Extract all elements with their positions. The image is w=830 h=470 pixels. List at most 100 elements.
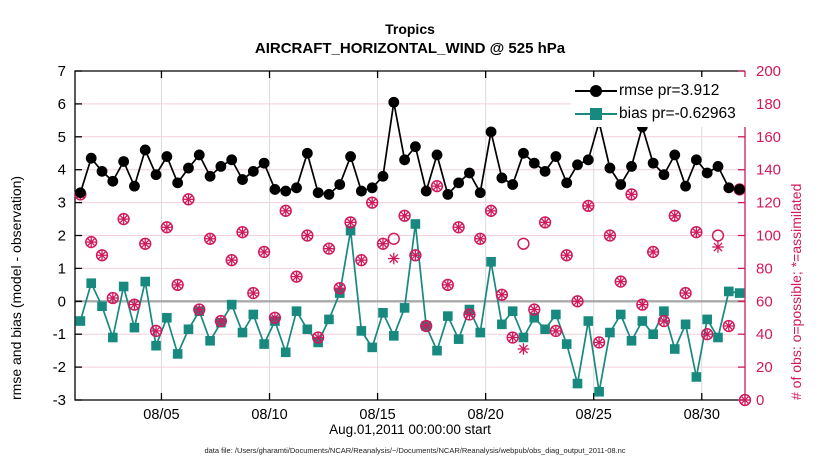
bias-marker — [302, 324, 313, 335]
asterisk-arm — [108, 293, 118, 303]
asterisk-arm — [648, 247, 658, 257]
bias-marker — [734, 288, 745, 298]
asterisk-arm — [86, 237, 96, 247]
obs-assimilated-marker — [150, 325, 162, 337]
left-tick-label: -1 — [53, 326, 66, 343]
asterisk-arm — [173, 280, 183, 290]
left-tick-label: 2 — [58, 228, 66, 245]
asterisk-arm — [464, 309, 474, 320]
rmse-marker — [528, 157, 540, 169]
rmse-legend-marker — [575, 84, 617, 98]
asterisk-arm — [562, 250, 572, 260]
left-tick-label: 5 — [58, 129, 66, 146]
right-tick-label: 60 — [756, 293, 773, 310]
bias-marker — [540, 324, 550, 335]
rmse-marker — [399, 154, 410, 166]
right-tick-label: 200 — [756, 63, 781, 80]
asterisk-arm — [227, 255, 237, 265]
bias-marker — [399, 303, 410, 313]
obs-assimilated-marker — [323, 242, 335, 255]
asterisk-arm — [713, 242, 723, 252]
obs-assimilated-marker — [193, 303, 206, 316]
left-tick-label: 7 — [58, 63, 66, 80]
right-tick-label: 20 — [756, 359, 773, 376]
asterisk-arm — [367, 198, 377, 208]
legend-item-rmse: rmse pr=3.912 — [575, 79, 747, 102]
rmse-marker — [237, 174, 248, 185]
bias-marker — [583, 316, 594, 326]
obs-assimilated-marker — [387, 252, 400, 265]
asterisk-arm — [432, 181, 442, 191]
bias-marker — [551, 309, 561, 320]
asterisk-arm — [443, 280, 453, 290]
asterisk-arm — [356, 255, 366, 265]
bias-marker — [615, 309, 626, 320]
obs-assimilated-marker — [85, 236, 98, 248]
bias-marker — [367, 342, 377, 353]
asterisk-arm — [389, 253, 399, 264]
obs-assimilated-marker — [539, 216, 551, 229]
rmse-marker — [161, 151, 173, 162]
obs-assimilated-marker — [690, 226, 703, 239]
rmse-marker — [485, 126, 497, 138]
asterisk-arm — [691, 227, 701, 237]
bias-marker — [345, 225, 356, 236]
asterisk-arm — [119, 214, 129, 224]
obs-assimilated-marker — [474, 232, 487, 245]
chart-title: AIRCRAFT_HORIZONTAL_WIND @ 525 hPa — [254, 40, 566, 57]
bias-marker — [572, 378, 583, 389]
obs-assimilated-marker — [236, 226, 249, 239]
obs-assimilated-marker — [377, 237, 389, 250]
asterisk-arm — [335, 283, 345, 293]
obs-assimilated-marker — [420, 320, 433, 332]
rmse-marker — [85, 152, 97, 164]
obs-assimilated-marker — [647, 246, 659, 258]
rmse-marker — [291, 182, 302, 194]
asterisk-arm — [540, 217, 550, 227]
bias-marker — [475, 327, 486, 338]
asterisk-arm — [346, 217, 356, 227]
right-y-axis-label: # of obs: o=possible; *=assimilated — [788, 183, 804, 400]
bias-marker — [486, 257, 496, 267]
rmse-marker — [647, 157, 659, 169]
obs-assimilated-marker — [496, 288, 508, 301]
asterisk-arm — [637, 300, 647, 310]
rmse-marker — [301, 147, 313, 159]
rmse-marker — [442, 188, 454, 200]
left-y-axis-label: rmse and bias (model - observation) — [8, 175, 24, 400]
bias-marker — [594, 386, 604, 397]
legend: rmse pr=3.912 bias pr=-0.62963 — [571, 77, 747, 127]
rmse-marker — [690, 154, 702, 166]
rmse-marker — [420, 185, 432, 197]
bias-marker — [659, 306, 669, 316]
obs-assimilated-marker — [171, 279, 184, 291]
rmse-marker — [355, 185, 367, 197]
obs-assimilated-marker — [452, 221, 465, 234]
rmse-legend-label: rmse pr=3.912 — [619, 81, 720, 99]
bias-marker — [388, 331, 399, 341]
rmse-marker — [269, 184, 281, 195]
bias-marker — [86, 278, 97, 289]
rmse-marker — [193, 149, 205, 161]
x-axis-label: Aug.01,2011 00:00:00 start — [329, 422, 491, 437]
asterisk-arm — [421, 321, 431, 331]
left-tick-label: 0 — [58, 293, 66, 310]
bias-marker — [648, 329, 658, 339]
rmse-marker — [247, 165, 259, 177]
obs-assimilated-marker — [279, 205, 292, 217]
bias-marker — [713, 332, 723, 343]
asterisk-arm — [702, 329, 712, 339]
obs-assimilated-marker — [128, 298, 141, 311]
x-tick-label: 08/15 — [359, 407, 395, 423]
asterisk-arm — [475, 234, 485, 244]
asterisk-arm — [281, 206, 291, 216]
rmse-marker — [334, 179, 346, 190]
obs-assimilated-marker — [161, 221, 173, 234]
asterisk-arm — [194, 304, 204, 315]
bias-marker — [183, 324, 194, 335]
rmse-marker — [723, 182, 735, 194]
asterisk-arm — [270, 313, 280, 323]
right-tick-label: 100 — [756, 228, 781, 245]
obs-assimilated-marker — [398, 209, 411, 222]
